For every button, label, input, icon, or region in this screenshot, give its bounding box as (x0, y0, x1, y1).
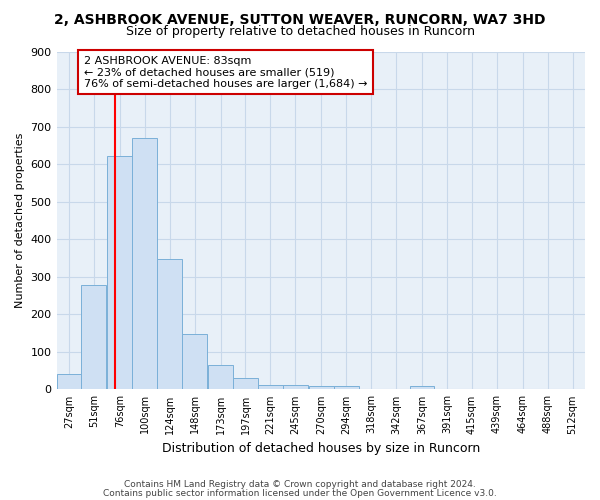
Text: Contains HM Land Registry data © Crown copyright and database right 2024.: Contains HM Land Registry data © Crown c… (124, 480, 476, 489)
Bar (258, 385, 283, 390)
Bar (233, 378, 258, 390)
Text: Contains public sector information licensed under the Open Government Licence v3: Contains public sector information licen… (103, 489, 497, 498)
Bar (283, 385, 308, 390)
Text: Size of property relative to detached houses in Runcorn: Size of property relative to detached ho… (125, 25, 475, 38)
Text: 2 ASHBROOK AVENUE: 83sqm
← 23% of detached houses are smaller (519)
76% of semi-: 2 ASHBROOK AVENUE: 83sqm ← 23% of detach… (83, 56, 367, 89)
Bar (133, 138, 157, 390)
Bar (208, 365, 233, 390)
Bar (157, 259, 182, 390)
Bar (82, 285, 106, 390)
Bar (107, 156, 133, 390)
Text: 2, ASHBROOK AVENUE, SUTTON WEAVER, RUNCORN, WA7 3HD: 2, ASHBROOK AVENUE, SUTTON WEAVER, RUNCO… (54, 12, 546, 26)
X-axis label: Distribution of detached houses by size in Runcorn: Distribution of detached houses by size … (161, 442, 480, 455)
Bar (182, 334, 207, 390)
Bar (309, 386, 334, 390)
Bar (334, 386, 359, 390)
Y-axis label: Number of detached properties: Number of detached properties (15, 133, 25, 308)
Bar (410, 386, 434, 390)
Bar (56, 374, 82, 390)
